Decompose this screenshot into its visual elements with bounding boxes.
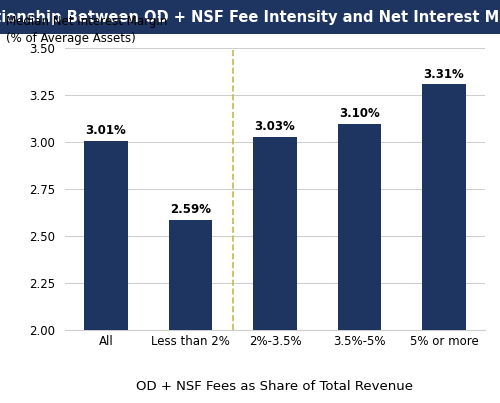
Bar bbox=[422, 84, 466, 330]
Bar bbox=[253, 137, 297, 330]
Text: 3.31%: 3.31% bbox=[424, 68, 465, 81]
Text: Median Net Interest Margin
(% of Average Assets): Median Net Interest Margin (% of Average… bbox=[6, 15, 168, 44]
Bar bbox=[168, 220, 212, 330]
Text: 3.10%: 3.10% bbox=[339, 107, 380, 120]
Bar bbox=[338, 124, 382, 330]
Bar bbox=[84, 141, 128, 330]
Text: 2.59%: 2.59% bbox=[170, 203, 211, 216]
Text: 3.03%: 3.03% bbox=[254, 120, 296, 133]
Text: OD + NSF Fees as Share of Total Revenue: OD + NSF Fees as Share of Total Revenue bbox=[136, 380, 413, 393]
Text: 3.01%: 3.01% bbox=[86, 124, 126, 137]
Text: Relationship Between OD + NSF Fee Intensity and Net Interest Margin: Relationship Between OD + NSF Fee Intens… bbox=[0, 10, 500, 25]
